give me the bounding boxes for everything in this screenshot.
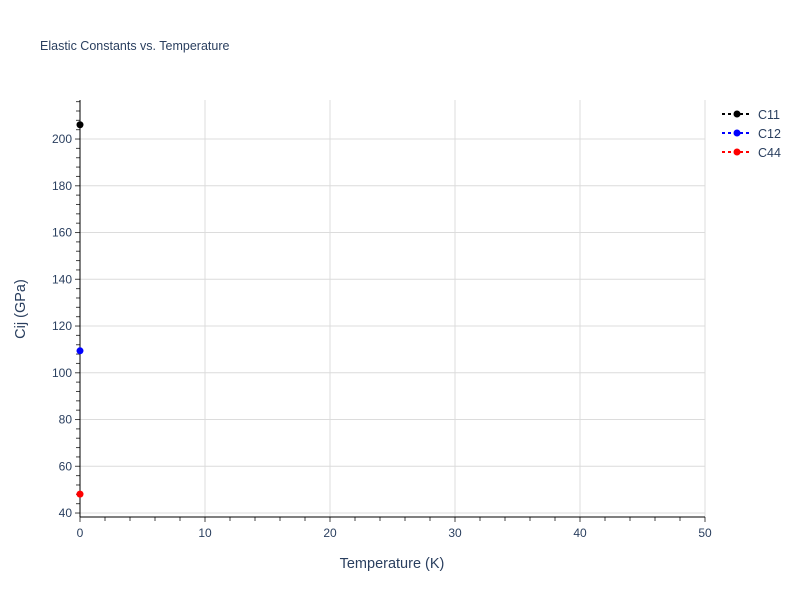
y-tick-label: 140 [52,272,72,286]
data-point-C12 [76,347,84,355]
x-tick-label: 10 [198,526,212,540]
legend[interactable]: C11 C12 C44 [722,108,781,160]
y-tick-label: 160 [52,226,72,240]
y-tick-label: 80 [59,413,73,427]
legend-label: C44 [758,146,781,160]
y-tick-label: 180 [52,179,72,193]
chart-title: Elastic Constants vs. Temperature [40,39,229,53]
y-tick-label: 40 [59,506,73,520]
x-tick-label: 0 [77,526,84,540]
x-tick-label: 30 [448,526,462,540]
y-axis-label: Cij (GPa) [13,279,29,339]
x-tick-label: 50 [698,526,712,540]
legend-marker [733,148,741,156]
axes: 0 10 20 30 40 50 40 60 80 100 120 140 160 180 200 [52,100,712,540]
y-tick-label: 60 [59,459,73,473]
legend-label: C11 [758,108,780,122]
legend-item-C11[interactable]: C11 [722,108,780,122]
x-tick-label: 20 [323,526,337,540]
legend-marker [733,129,741,137]
data-point-C11 [76,121,84,129]
data-point-C44 [76,490,84,498]
y-tick-label: 200 [52,132,72,146]
x-tick-label: 40 [573,526,587,540]
legend-item-C44[interactable]: C44 [722,146,781,160]
y-tick-label: 100 [52,366,72,380]
legend-marker [733,110,741,118]
x-axis-label: Temperature (K) [340,556,445,572]
grid [80,100,706,517]
legend-item-C12[interactable]: C12 [722,127,781,141]
marks [76,121,84,498]
legend-label: C12 [758,127,781,141]
y-tick-label: 120 [52,319,72,333]
